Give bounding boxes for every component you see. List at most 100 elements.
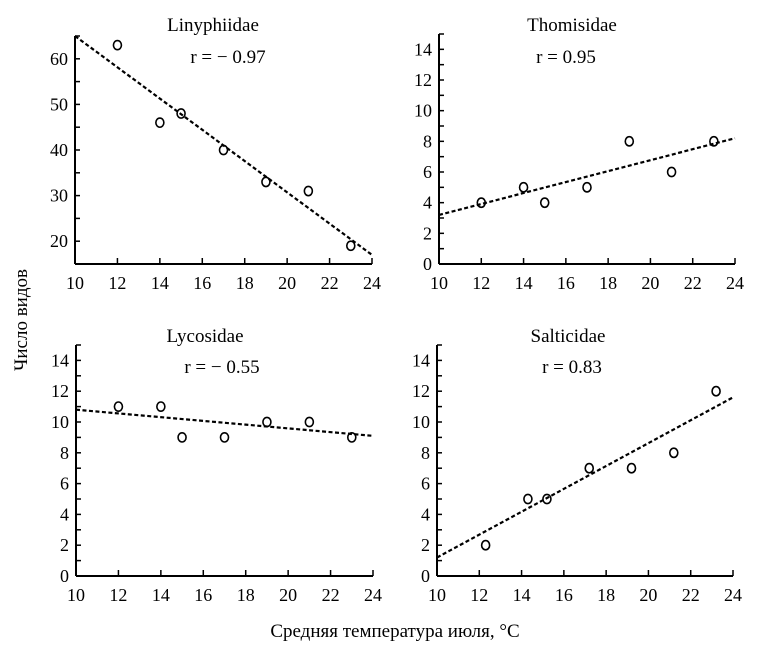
trendline xyxy=(438,137,736,216)
x-tick-label: 12 xyxy=(109,585,127,605)
y-tick-label: 4 xyxy=(423,193,432,213)
y-tick-label: 14 xyxy=(414,39,432,59)
data-point xyxy=(711,385,721,397)
y-tick-label: 10 xyxy=(51,412,69,432)
y-tick-label: 30 xyxy=(50,186,68,206)
y-tick-label: 4 xyxy=(421,504,430,524)
panel-title: Linyphiidae xyxy=(167,15,259,36)
x-tick-label: 20 xyxy=(278,273,296,293)
data-point xyxy=(112,39,123,51)
data-point xyxy=(584,462,595,474)
y-tick-label: 14 xyxy=(51,350,69,370)
x-tick-label: 16 xyxy=(193,273,211,293)
x-tick-label: 14 xyxy=(513,585,531,605)
y-tick-label: 8 xyxy=(421,443,430,463)
y-tick-label: 0 xyxy=(421,566,430,586)
x-tick-label: 16 xyxy=(194,585,212,605)
data-point xyxy=(303,185,314,197)
data-point xyxy=(518,181,529,193)
correlation-annotation: r = 0.83 xyxy=(542,357,602,378)
y-tick-label: 20 xyxy=(50,231,68,251)
data-point xyxy=(624,135,635,147)
y-tick-label: 40 xyxy=(50,140,68,160)
data-point xyxy=(262,416,272,428)
data-point xyxy=(626,462,637,474)
x-tick-label: 18 xyxy=(599,273,617,293)
x-tick-label: 20 xyxy=(639,585,657,605)
y-tick-label: 12 xyxy=(51,381,69,401)
x-tick-label: 22 xyxy=(684,273,702,293)
x-tick-label: 20 xyxy=(279,585,297,605)
x-tick-label: 10 xyxy=(428,585,446,605)
y-tick-label: 2 xyxy=(421,535,430,555)
y-tick-label: 50 xyxy=(50,94,68,114)
panel-title: Salticidae xyxy=(531,326,606,347)
x-tick-label: 24 xyxy=(726,273,744,293)
data-point xyxy=(304,416,315,428)
y-tick-label: 12 xyxy=(412,381,430,401)
x-tick-label: 14 xyxy=(515,273,533,293)
y-axis-label: Число видов xyxy=(11,269,32,371)
x-tick-label: 10 xyxy=(67,585,85,605)
y-tick-label: 12 xyxy=(414,70,432,90)
panel-title: Thomisidae xyxy=(527,15,617,36)
x-tick-label: 18 xyxy=(236,273,254,293)
data-point xyxy=(666,166,677,178)
y-tick-label: 8 xyxy=(423,131,432,151)
y-tick-label: 6 xyxy=(60,474,69,494)
x-tick-label: 20 xyxy=(641,273,659,293)
data-point xyxy=(177,431,187,443)
x-tick-label: 22 xyxy=(322,585,340,605)
x-tick-label: 10 xyxy=(66,273,84,293)
panel-linyphiidae: 10 12 14 16 18 20 22 24 20 30 40 50 60 Linyphiidae r =… xyxy=(50,15,381,293)
x-tick-label: 10 xyxy=(430,273,448,293)
x-tick-label: 16 xyxy=(555,585,573,605)
y-tick-label: 10 xyxy=(412,412,430,432)
data-point xyxy=(219,431,230,443)
data-point xyxy=(261,176,271,188)
data-point xyxy=(218,144,229,156)
data-point xyxy=(480,539,491,551)
y-tick-label: 6 xyxy=(421,474,430,494)
data-point xyxy=(156,401,166,412)
correlation-annotation: r = − 0.97 xyxy=(190,47,265,68)
x-tick-label: 12 xyxy=(470,585,488,605)
y-tick-label: 4 xyxy=(60,504,69,524)
data-point xyxy=(542,493,552,505)
x-tick-label: 24 xyxy=(364,585,382,605)
x-tick-label: 24 xyxy=(724,585,742,605)
x-tick-label: 24 xyxy=(363,273,381,293)
data-point xyxy=(582,181,592,193)
data-point xyxy=(668,447,679,459)
trendline xyxy=(436,396,734,559)
data-point xyxy=(523,493,533,505)
x-tick-label: 12 xyxy=(472,273,490,293)
data-point xyxy=(176,108,186,119)
x-tick-label: 22 xyxy=(682,585,700,605)
y-tick-label: 10 xyxy=(414,101,432,121)
trendline xyxy=(75,408,374,437)
y-tick-label: 0 xyxy=(423,254,432,274)
y-tick-label: 8 xyxy=(60,443,69,463)
x-tick-label: 14 xyxy=(152,585,170,605)
x-tick-label: 22 xyxy=(321,273,339,293)
data-point xyxy=(346,431,357,443)
y-tick-label: 60 xyxy=(50,49,68,69)
x-tick-label: 16 xyxy=(557,273,575,293)
y-tick-label: 6 xyxy=(423,162,432,182)
x-tick-label: 12 xyxy=(108,273,126,293)
data-point xyxy=(155,117,165,129)
x-tick-label: 18 xyxy=(597,585,615,605)
x-tick-label: 18 xyxy=(237,585,255,605)
data-point xyxy=(539,197,550,209)
y-tick-label: 2 xyxy=(423,223,432,243)
data-point xyxy=(476,197,487,209)
data-point xyxy=(709,135,719,147)
y-tick-label: 0 xyxy=(60,566,69,586)
correlation-annotation: r = 0.95 xyxy=(536,47,596,68)
data-point xyxy=(113,401,124,412)
